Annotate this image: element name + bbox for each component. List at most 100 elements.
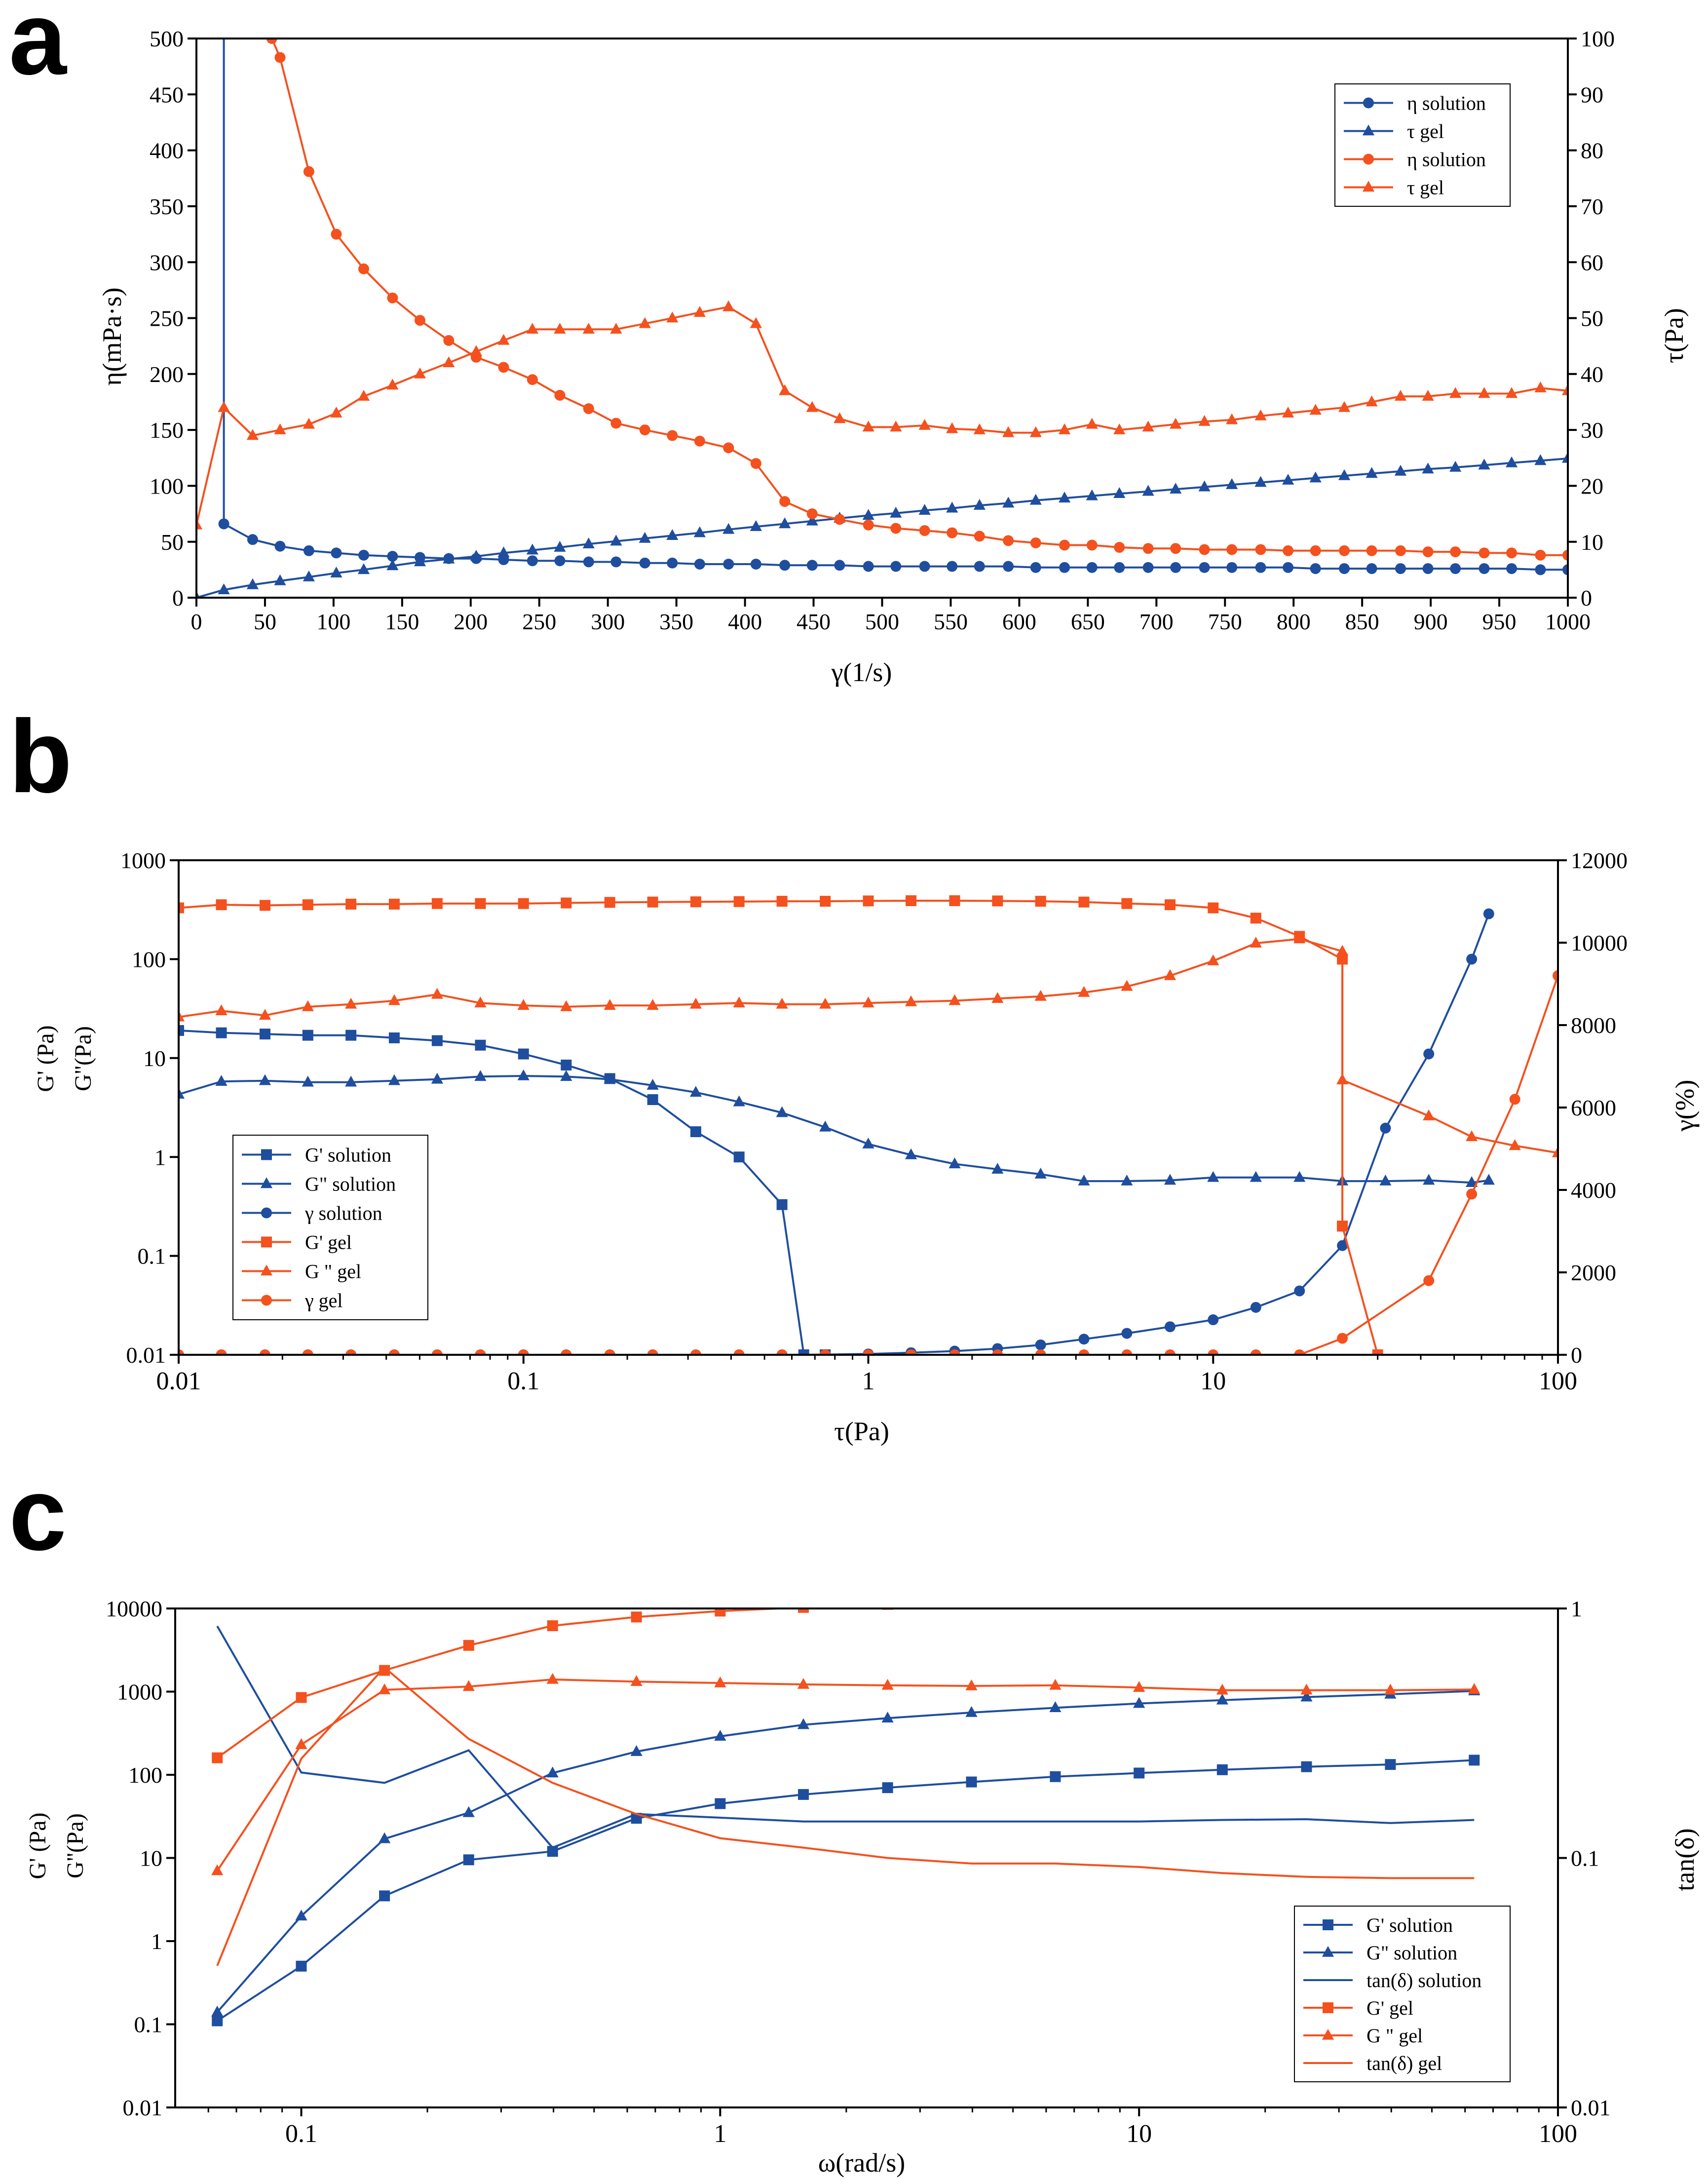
panel-b-series-4-point	[1293, 932, 1306, 944]
panel-a-series-3-point	[890, 421, 902, 432]
panel-a-series-2-point	[1479, 547, 1490, 559]
panel-a-series-1-point	[1505, 456, 1518, 467]
panel-b-series-1-point	[302, 1075, 314, 1087]
panel-a-x-tick-label: 200	[454, 609, 488, 634]
panel-a-legend-label: η solution	[1407, 149, 1486, 171]
panel-b-series-4-point	[1336, 945, 1349, 956]
panel-a-series-3-point	[946, 422, 958, 433]
panel-a-series-0-point	[639, 557, 650, 569]
panel-b-series-4-point	[949, 994, 961, 1005]
panel-b-series-1-point	[388, 1074, 401, 1085]
panel-b-series-1-point	[776, 1106, 788, 1117]
panel-c-right-axis-label: tan(δ)	[1670, 1828, 1700, 1891]
panel-a-series-0-point	[1199, 562, 1210, 573]
panel-a-series-0-point	[1366, 563, 1377, 574]
panel-a-series-3-point	[526, 322, 538, 334]
panel-a-series-1-point	[1226, 478, 1238, 489]
panel-a-series-0-point	[667, 557, 678, 569]
panel-c-series-4-point	[797, 1678, 810, 1689]
panel-b-series-0-point	[179, 1025, 184, 1036]
panel-a-series-2-point	[974, 531, 985, 542]
panel-a-series-1-point	[1086, 489, 1098, 500]
panel-a-legend-label: τ gel	[1407, 120, 1444, 143]
panel-a-legend-label: τ gel	[1407, 177, 1444, 199]
panel-b-series-4-point	[689, 997, 702, 1009]
panel-a-series-3-point	[1226, 413, 1238, 424]
panel-b-plot-area	[179, 895, 1558, 1355]
panel-b-legend-marker	[261, 1295, 272, 1306]
panel-c-left-tick-label: 0.01	[123, 2095, 163, 2120]
panel-a-series-1-point	[303, 570, 315, 581]
panel-b-legend-marker	[261, 1149, 272, 1160]
panel-c-legend-marker	[1323, 2002, 1333, 2013]
panel-c-series-0-point	[1050, 1771, 1061, 1782]
panel-a-x-tick-label: 1000	[1545, 609, 1591, 634]
panel-b-series-1-point	[1078, 1174, 1090, 1186]
panel-c-left-tick-label: 1000	[117, 1680, 162, 1705]
panel-b-right-tick-label: 8000	[1571, 1013, 1616, 1038]
panel-a-left-tick-label: 200	[150, 362, 184, 387]
panel-b-x-tick-label: 0.01	[156, 1367, 201, 1395]
panel-c-series-4-point	[295, 1738, 307, 1749]
panel-b-series-3-point	[302, 899, 313, 911]
panel-c-series-4-line	[216, 1678, 1475, 1872]
panel-a-series-0-point	[834, 560, 845, 571]
panel-b-series-0-point	[647, 1094, 658, 1106]
panel-b-series-5-point	[1164, 1349, 1176, 1355]
panel-c-series-4-point	[211, 1864, 224, 1875]
panel-b-series-1-point	[905, 1148, 917, 1159]
panel-b-series-3-point	[604, 897, 615, 908]
panel-b-legend-marker	[261, 1236, 272, 1248]
panel-c-right-tick-label: 0.1	[1571, 1846, 1599, 1871]
panel-a-series-3-point	[246, 429, 259, 440]
panel-c-series-3-point	[715, 1608, 726, 1617]
panel-a-series-2-point	[498, 362, 509, 373]
panel-a-series-2-point	[779, 496, 791, 507]
panel-a-series-1-point	[330, 566, 342, 577]
panel-b-series-0-point	[388, 1032, 400, 1043]
panel-b-series-0-point	[561, 1059, 572, 1071]
panel-a-series-2-point	[1283, 545, 1294, 556]
panel-b-x-tick-label: 10	[1200, 1367, 1226, 1395]
panel-a-series-2-point	[1199, 544, 1210, 555]
panel-b-x-tick-label: 1	[862, 1367, 875, 1395]
panel-a-series-0-point	[1395, 563, 1406, 574]
panel-a-series-2-point	[947, 527, 958, 538]
panel-b-series-3-line	[179, 900, 1379, 1355]
panel-c-series-4-point	[1468, 1683, 1480, 1694]
panel-a-x-tick-label: 700	[1139, 609, 1174, 634]
panel-a-series-2-point	[1255, 544, 1266, 555]
panel-a-series-2-point	[554, 389, 566, 401]
panel-b-series-5-point	[690, 1349, 701, 1355]
panel-a-series-3	[196, 300, 1568, 530]
panel-a-left-tick-label: 0	[172, 585, 184, 611]
panel-b-left-tick-label: 1000	[120, 848, 166, 873]
panel-c-series-4-point	[1049, 1679, 1062, 1690]
panel-a-series-1-point	[582, 537, 595, 549]
panel-a-series-3-point	[582, 322, 595, 334]
panel-c-series-0-point	[715, 1798, 726, 1809]
panel-a-series-2-point	[1339, 545, 1350, 556]
panel-b-series-2-point	[1164, 1321, 1176, 1333]
panel-c-series-3-point	[797, 1608, 809, 1613]
panel-b-series-4-point	[776, 997, 788, 1009]
panel-b-series-0-point	[518, 1048, 529, 1060]
panel-a-series-1-point	[470, 549, 483, 561]
panel-a-series-1-point	[890, 506, 902, 518]
panel-a-series-0-point	[1170, 562, 1181, 573]
panel-b-series-3-point	[1035, 896, 1046, 907]
panel-a-series-2-point	[266, 38, 277, 44]
panel-a-legend-marker	[1362, 181, 1375, 192]
panel-a-series-1-line	[196, 457, 1568, 598]
panel-b-series-3-point	[561, 897, 572, 909]
panel-b-series-5-point	[431, 1349, 443, 1355]
panel-a-right-tick-label: 20	[1581, 474, 1603, 499]
panel-c-series-4-point	[965, 1679, 978, 1690]
panel-a-x-axis-label: γ(1/s)	[831, 657, 892, 687]
panel-a-left-tick-label: 50	[161, 530, 184, 555]
panel-c-series-0-point	[797, 1789, 809, 1800]
panel-a-series-3-line	[196, 306, 1568, 526]
panel-a-series-3-point	[1534, 381, 1547, 392]
panel-a-series-1-point	[218, 583, 230, 594]
